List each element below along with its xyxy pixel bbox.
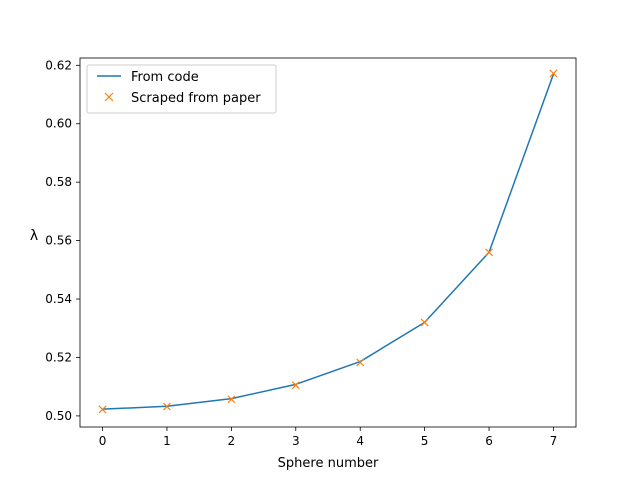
y-tick-label: 0.50 (45, 409, 72, 423)
y-tick-label: 0.56 (45, 234, 72, 248)
y-tick-label: 0.62 (45, 58, 72, 72)
data-point-x-marker (98, 405, 107, 414)
y-tick-label: 0.52 (45, 350, 72, 364)
legend-label-from-code: From code (131, 70, 199, 85)
x-axis-label: Sphere number (278, 456, 379, 471)
axes-frame (79, 57, 577, 428)
x-tick-label: 3 (292, 434, 300, 448)
data-point-x-marker (485, 248, 493, 257)
y-tick-label: 0.58 (45, 175, 72, 189)
data-point-x-marker (420, 318, 429, 327)
axes: 0 1 2 3 4 5 6 7 0.50 0.52 0.54 0.56 0.58 0.60 0.62 (45, 57, 577, 448)
data-point-x-marker (227, 395, 236, 404)
data-point-x-marker (163, 402, 171, 411)
legend-x-marker-swatch (104, 92, 114, 102)
data-point-x-marker (549, 69, 558, 78)
y-tick-label: 0.54 (45, 292, 72, 306)
legend: From code Scraped from paper (86, 64, 277, 114)
y-axis-label: λ (30, 228, 38, 244)
x-tick-label: 6 (485, 434, 493, 448)
x-tick-label: 0 (99, 434, 107, 448)
plot-area (98, 69, 558, 414)
x-tick-label: 4 (356, 434, 364, 448)
legend-box (86, 64, 277, 114)
data-point-x-marker (356, 358, 365, 367)
x-tick-label: 1 (163, 434, 171, 448)
x-tick-label: 5 (421, 434, 429, 448)
series-line-from-code (102, 73, 555, 410)
x-tick-label: 7 (550, 434, 558, 448)
x-tick-label: 2 (228, 434, 236, 448)
y-tick-label: 0.60 (45, 117, 72, 131)
data-point-x-marker (291, 381, 300, 390)
legend-label-scraped-from-paper: Scraped from paper (131, 91, 261, 106)
